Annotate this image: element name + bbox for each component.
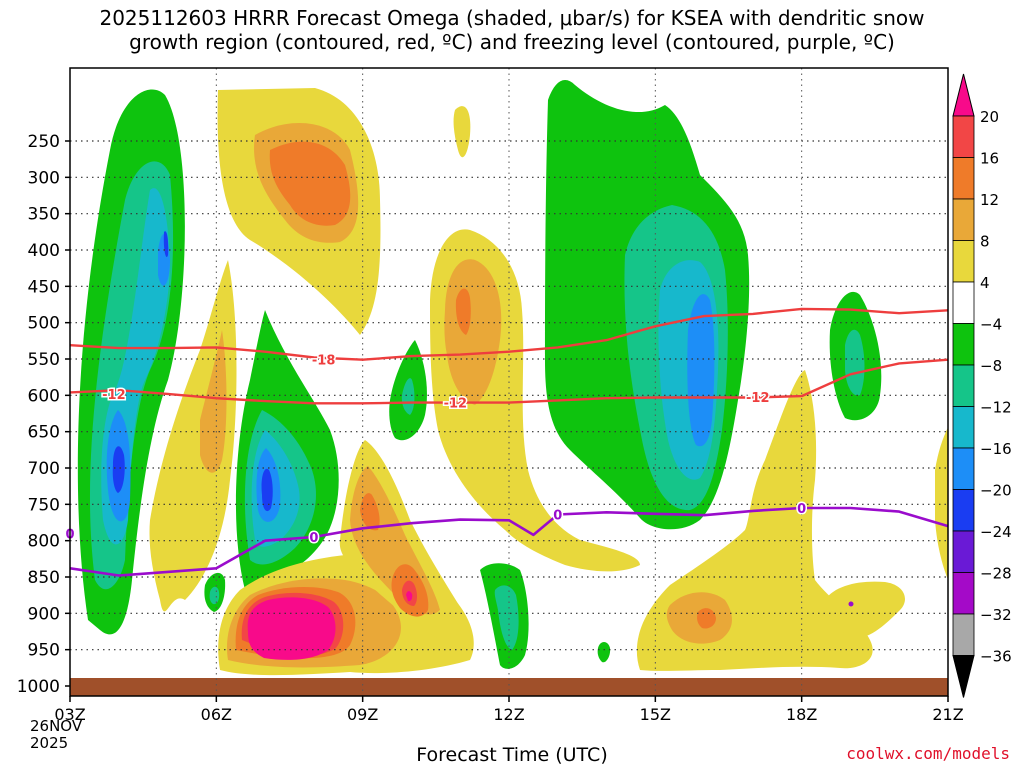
- colorbar-label-0: 20: [980, 108, 999, 126]
- colorbar-swatch-5: [952, 281, 975, 324]
- y-tick-label-550: 550: [28, 350, 60, 370]
- x-tick-label-18Z: 18Z: [786, 705, 817, 724]
- chart-title-line-1: 2025112603 HRRR Forecast Omega (shaded, …: [99, 6, 925, 30]
- y-tick-label-750: 750: [28, 495, 60, 515]
- y-tick-label-900: 900: [28, 604, 60, 624]
- x-axis-title: Forecast Time (UTC): [416, 744, 608, 766]
- start-date-day: 26NOV: [30, 717, 83, 735]
- freezing-level-line: [70, 506, 948, 577]
- start-date-year: 2025: [30, 734, 69, 752]
- chart-title-line-2: growth region (contoured, red, ºC) and f…: [129, 30, 895, 54]
- colorbar: 20 16 12 8 4 −4 −8 −12 −16 −20 −24 −28 −32 −36: [952, 73, 1012, 698]
- line-label-2: -12: [444, 397, 468, 412]
- colorbar-label-7: −12: [980, 399, 1012, 417]
- y-tick-label-400: 400: [28, 241, 60, 261]
- line-label-3: -12: [746, 391, 770, 406]
- line-label-6: 0: [797, 502, 806, 517]
- colorbar-swatch-2: [952, 157, 975, 200]
- gridlines: [70, 68, 948, 696]
- colorbar-label-12: −32: [980, 606, 1012, 624]
- isotherm-neg18-line: [70, 307, 948, 361]
- x-tick-label-12Z: 12Z: [493, 705, 524, 724]
- colorbar-swatch-3: [952, 198, 975, 241]
- omega-contour-neg8-far-right: [845, 329, 865, 396]
- y-tick-label-650: 650: [28, 423, 60, 443]
- isolines: [70, 307, 948, 577]
- colorbar-swatch-13: [952, 613, 975, 656]
- y-tick-label-600: 600: [28, 386, 60, 406]
- omega-contour-12-upper: [269, 141, 351, 226]
- omega-contour-neg16-right: [687, 294, 715, 447]
- x-tick-label-06Z: 06Z: [201, 705, 232, 724]
- x-tick-label-09Z: 09Z: [347, 705, 378, 724]
- colorbar-swatch-11: [952, 530, 975, 573]
- y-axis: 250 300 350 400 450 500 550 600 650 700 750 800 850 9…: [17, 132, 70, 697]
- colorbar-label-9: −20: [980, 482, 1012, 500]
- colorbar-label-13: −36: [980, 648, 1012, 666]
- omega-contour-12-right-lower: [697, 608, 716, 629]
- omega-contour-neg4-14z-low: [597, 642, 611, 663]
- y-tick-label-250: 250: [28, 132, 60, 152]
- y-tick-label-700: 700: [28, 459, 60, 479]
- omega-contour-4-edge-right: [935, 427, 948, 580]
- y-tick-label-850: 850: [28, 568, 60, 588]
- colorbar-label-5: −4: [980, 316, 1002, 334]
- omega-contour-20-lowlevel: [247, 597, 336, 660]
- omega-contour-neg16-left: [106, 233, 170, 522]
- y-tick-label-800: 800: [28, 532, 60, 552]
- line-label-4: 0: [309, 531, 318, 546]
- colorbar-cap-bottom: [952, 655, 975, 698]
- y-tick-label-450: 450: [28, 277, 60, 297]
- omega-contour-8-06z: [200, 330, 227, 473]
- colorbar-label-4: 4: [980, 274, 990, 292]
- colorbar-swatch-1: [952, 115, 975, 158]
- colorbar-label-10: −24: [980, 523, 1012, 541]
- isoline-dot: [848, 601, 854, 607]
- colorbar-label-11: −28: [980, 565, 1012, 583]
- omega-shading: [77, 80, 948, 676]
- omega-contour-neg8-12z-low: [494, 585, 519, 650]
- y-tick-label-1000: 1000: [17, 677, 60, 697]
- source-credit: coolwx.com/models: [846, 744, 1010, 763]
- colorbar-swatch-6: [952, 323, 975, 366]
- colorbar-swatch-4: [952, 240, 975, 283]
- y-tick-label-300: 300: [28, 168, 60, 188]
- y-tick-label-500: 500: [28, 314, 60, 334]
- line-label-0: -18: [312, 354, 336, 369]
- colorbar-label-2: 12: [980, 191, 999, 209]
- x-tick-label-03Z: 03Z: [54, 705, 85, 724]
- colorbar-swatch-8: [952, 406, 975, 449]
- terrain-surface: [70, 678, 948, 696]
- omega-contour-neg8-10z: [401, 378, 415, 415]
- colorbar-swatch-12: [952, 572, 975, 615]
- line-label-1: -12: [102, 388, 126, 403]
- colorbar-label-3: 8: [980, 233, 990, 251]
- x-axis: 03Z 06Z 09Z 12Z 15Z 18Z 21Z: [54, 696, 964, 724]
- isotherm-neg12-line: [70, 358, 948, 405]
- line-label-5: 0: [553, 509, 562, 524]
- colorbar-label-6: −8: [980, 357, 1002, 375]
- x-tick-label-21Z: 21Z: [932, 705, 963, 724]
- omega-contour-neg20-center: [261, 468, 273, 512]
- x-tick-label-15Z: 15Z: [640, 705, 671, 724]
- colorbar-label-8: −16: [980, 440, 1012, 458]
- start-date: 26NOV 2025: [30, 718, 82, 752]
- omega-contour-neg20-left: [112, 231, 169, 493]
- omega-contour-4-far-right-lower: [824, 581, 905, 639]
- colorbar-label-1: 16: [980, 150, 999, 168]
- colorbar-cap-top: [952, 73, 975, 117]
- colorbar-swatch-9: [952, 447, 975, 490]
- colorbar-swatch-7: [952, 364, 975, 407]
- omega-contour-4-top-small: [453, 106, 471, 158]
- omega-contour-12-11z: [455, 288, 471, 335]
- y-tick-label-350: 350: [28, 205, 60, 225]
- colorbar-swatch-10: [952, 489, 975, 532]
- omega-contour-20-mid: [406, 591, 413, 602]
- y-tick-label-950: 950: [28, 641, 60, 661]
